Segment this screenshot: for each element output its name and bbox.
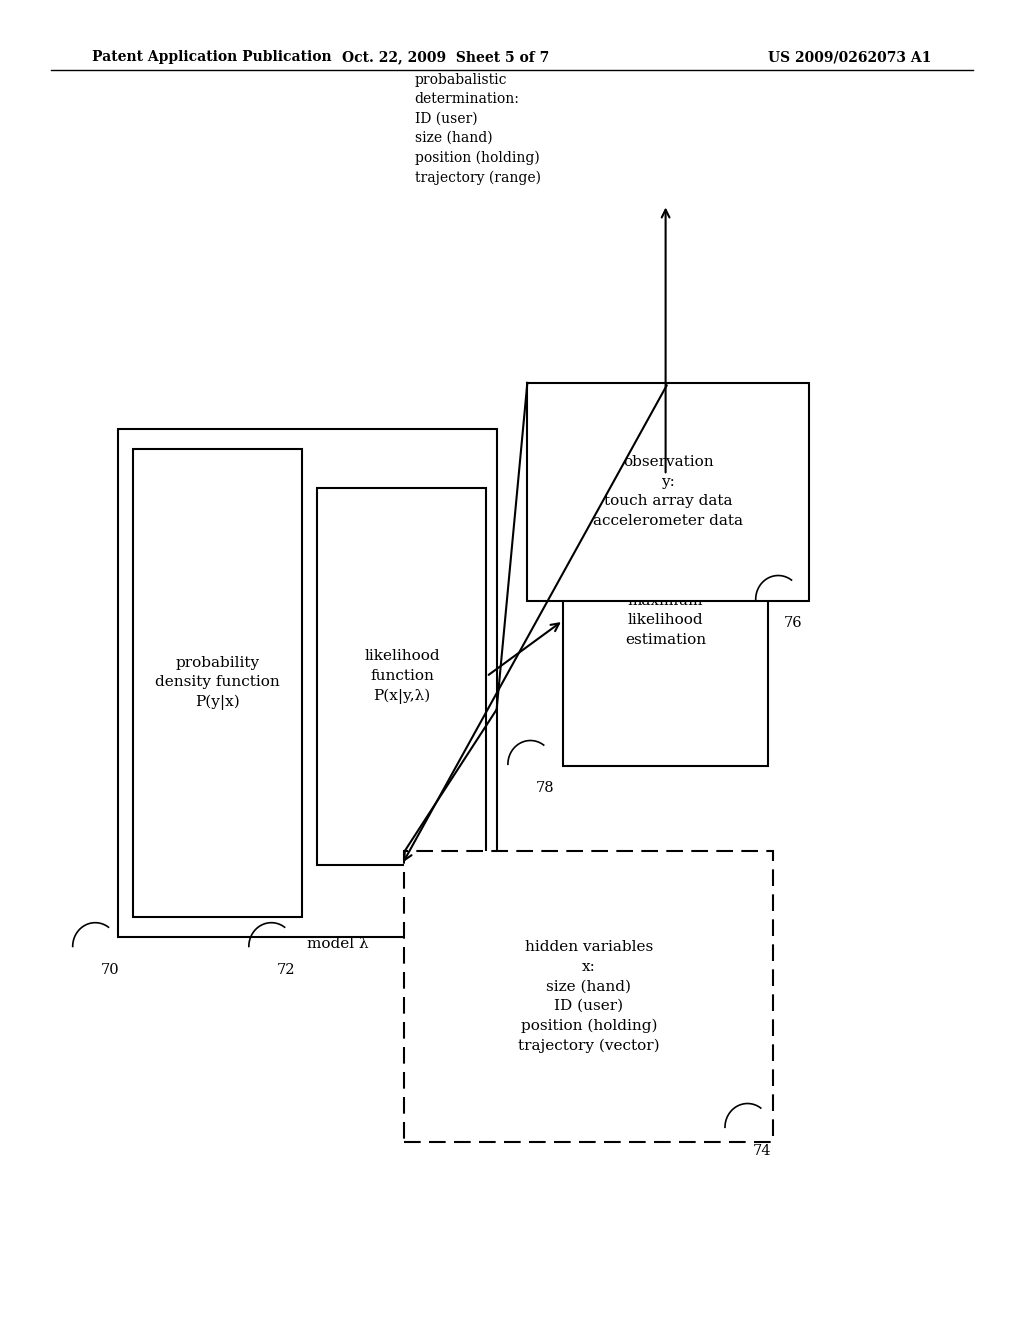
Bar — [118, 429, 497, 937]
Text: Fig. 5: Fig. 5 — [633, 511, 739, 545]
Text: maximum
likelihood
estimation: maximum likelihood estimation — [625, 594, 707, 647]
Text: 76: 76 — [783, 616, 802, 630]
Text: US 2009/0262073 A1: US 2009/0262073 A1 — [768, 50, 932, 65]
Text: Oct. 22, 2009  Sheet 5 of 7: Oct. 22, 2009 Sheet 5 of 7 — [342, 50, 549, 65]
Text: 78: 78 — [536, 781, 554, 795]
Bar — [317, 488, 486, 865]
Text: hidden variables
x:
size (hand)
ID (user)
position (holding)
trajectory (vector): hidden variables x: size (hand) ID (user… — [518, 940, 659, 1053]
Text: 72: 72 — [276, 964, 295, 977]
Bar — [404, 851, 773, 1142]
Text: likelihood
function
P(x|y,λ): likelihood function P(x|y,λ) — [365, 649, 439, 704]
Text: observation
y:
touch array data
accelerometer data: observation y: touch array data accelero… — [593, 455, 743, 528]
Text: 70: 70 — [100, 964, 119, 977]
Bar — [563, 475, 768, 766]
Text: 74: 74 — [753, 1144, 771, 1158]
Text: model λ: model λ — [307, 937, 369, 950]
Bar — [527, 383, 809, 601]
Text: probability
density function
P(y|x): probability density function P(y|x) — [156, 656, 280, 710]
Text: probabalistic
determination:
ID (user)
size (hand)
position (holding)
trajectory: probabalistic determination: ID (user) s… — [415, 73, 541, 185]
Bar — [133, 449, 302, 917]
Text: Patent Application Publication: Patent Application Publication — [92, 50, 332, 65]
